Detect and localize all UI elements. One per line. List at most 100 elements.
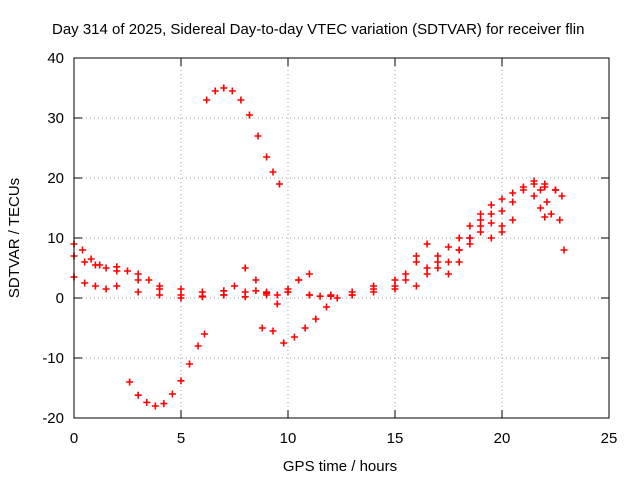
data-point [305,270,313,278]
data-point [87,255,95,263]
data-point [254,132,262,140]
data-point [231,282,238,290]
x-axis-label: GPS time / hours [283,458,397,475]
data-point [547,210,555,218]
data-point [541,183,549,191]
y-tick-label: 40 [47,50,64,67]
data-point [487,210,495,218]
data-point [273,291,281,299]
data-point [177,377,185,385]
x-tick-label: 15 [387,430,404,447]
data-point [323,303,331,311]
data-point [466,222,474,230]
data-point [91,282,99,290]
data-point [245,111,253,119]
series-band-f [258,294,341,347]
data-point [305,291,313,299]
x-tick-label: 0 [70,430,78,447]
data-point [220,291,228,299]
data-point [498,207,506,215]
data-point [290,333,298,341]
data-point [160,400,168,408]
y-tick-label: -10 [42,350,64,367]
data-point [530,177,538,185]
data-point [102,285,110,293]
data-point [145,276,153,284]
data-point [477,210,485,218]
data-point [241,264,249,272]
x-tick-label: 10 [280,430,297,447]
series-peak-a [519,177,566,200]
data-point [241,293,249,301]
data-point [168,390,176,398]
series-band-e [252,276,399,300]
data-point [487,201,495,209]
data-point [434,264,442,272]
data-point [220,84,228,92]
data-point [466,240,474,248]
data-point [498,195,506,203]
data-point [194,342,202,350]
data-point [487,234,495,242]
series-band-a [70,252,271,296]
data-points [70,84,568,410]
y-tick-label: 30 [47,110,64,127]
chart-title: Day 314 of 2025, Sidereal Day-to-day VTE… [52,21,584,38]
data-point [391,276,399,284]
data-point [134,276,142,284]
data-point [519,186,527,194]
data-point [391,282,399,290]
data-point [273,300,281,308]
y-axis-ticks: -20 -10 0 10 20 30 40 [42,50,609,427]
data-point [423,270,431,278]
x-tick-label: 5 [177,430,185,447]
data-point [556,216,564,224]
data-point [466,234,474,242]
data-point [96,261,104,269]
data-point [423,240,431,248]
data-point [203,96,211,104]
x-tick-label: 20 [494,430,511,447]
data-point [455,246,463,254]
data-point [211,87,219,95]
data-point [269,168,277,176]
y-tick-label: 10 [47,230,64,247]
data-point [177,294,185,302]
data-point [412,258,420,266]
data-point [134,270,142,278]
data-point [509,198,517,206]
data-point [156,291,164,299]
data-point [269,327,277,335]
data-point [402,276,410,284]
data-point [541,213,549,221]
data-point [509,216,517,224]
data-point [537,204,545,212]
series-rise-c [412,222,506,278]
data-point [477,228,485,236]
y-tick-label: 20 [47,170,64,187]
data-point [445,270,452,278]
data-point [186,360,194,368]
series-band-c [70,273,121,293]
series-arc-high [203,84,283,188]
data-point [126,378,134,386]
series-rise-b [402,198,517,290]
data-point [113,267,121,275]
series-peak-b [537,186,568,254]
data-point [560,246,568,254]
data-point [477,222,485,230]
data-point [81,258,89,266]
data-point [423,264,431,272]
data-point [151,402,159,410]
y-tick-label: 0 [56,290,64,307]
data-point [434,252,442,260]
data-point [552,186,559,194]
series-band-g [273,270,313,308]
data-point [477,216,485,224]
series-rise-a [348,180,549,299]
data-point [79,246,87,254]
data-point [487,219,495,227]
data-point [412,252,420,260]
data-point [445,258,452,266]
